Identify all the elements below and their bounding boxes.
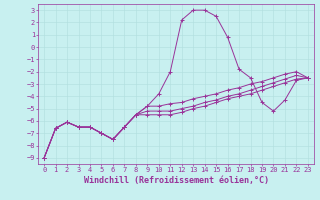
X-axis label: Windchill (Refroidissement éolien,°C): Windchill (Refroidissement éolien,°C) xyxy=(84,176,268,185)
